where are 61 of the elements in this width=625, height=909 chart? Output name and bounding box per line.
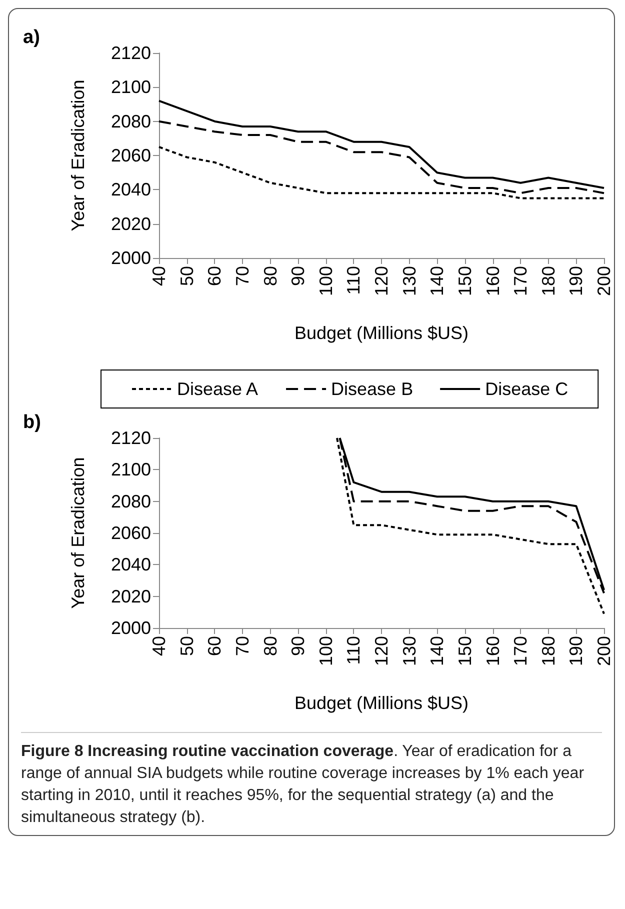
- legend-label: Disease C: [485, 379, 568, 399]
- x-tick-label: 120: [372, 636, 392, 666]
- x-tick-label: 190: [566, 636, 586, 666]
- y-tick-label: 2080: [110, 111, 151, 132]
- x-tick-label: 140: [427, 266, 448, 296]
- line-series: [158, 120, 605, 194]
- x-axis-title: Budget (Millions $US): [294, 693, 469, 713]
- x-tick-label: 80: [260, 266, 280, 286]
- x-tick-label: 150: [454, 266, 475, 296]
- x-tick-label: 200: [594, 266, 614, 296]
- legend-label: Disease A: [177, 379, 258, 399]
- x-tick-label: 40: [149, 636, 169, 656]
- y-tick-label: 2120: [110, 43, 151, 63]
- x-tick-label: 200: [594, 636, 614, 666]
- x-tick-label: 50: [176, 636, 197, 656]
- y-tick-label: 2100: [110, 460, 151, 480]
- line-series: [158, 100, 605, 189]
- y-axis-title: Year of Eradication: [68, 457, 88, 609]
- text: a): [23, 27, 40, 49]
- y-tick-label: 2060: [110, 146, 151, 166]
- y-tick-label: 2000: [110, 248, 151, 268]
- x-tick-label: 70: [232, 266, 252, 286]
- y-tick-label: 2120: [110, 428, 151, 448]
- x-tick-label: 90: [288, 636, 308, 656]
- y-axis-title: Year of Eradication: [68, 80, 88, 232]
- x-tick-label: 60: [204, 636, 225, 656]
- x-tick-label: 50: [176, 266, 197, 286]
- x-tick-label: 160: [482, 266, 503, 296]
- x-tick-label: 70: [232, 636, 252, 656]
- caption: Figure 8 Increasing routine vaccination coverage. Year of eradication for a range of annual SIA budgets while routine coverage increases by 1% each year starting in 2010, until it reaches 95%, for the sequential strategy (a) and the simultaneous strategy (b).: [21, 743, 584, 826]
- x-tick-label: 60: [204, 266, 225, 286]
- x-tick-label: 120: [372, 266, 392, 296]
- y-tick-label: 2100: [110, 77, 151, 98]
- text: b): [23, 412, 41, 434]
- x-tick-label: 100: [316, 266, 336, 296]
- x-tick-label: 160: [482, 636, 503, 666]
- y-tick-label: 2040: [110, 180, 151, 200]
- x-tick-label: 90: [288, 266, 308, 286]
- y-tick-label: 2060: [110, 523, 151, 543]
- x-tick-label: 140: [427, 636, 448, 666]
- x-tick-label: 180: [538, 266, 558, 296]
- x-tick-label: 180: [538, 636, 558, 666]
- x-tick-label: 110: [344, 266, 364, 295]
- y-tick-label: 2020: [110, 214, 151, 234]
- x-tick-label: 170: [510, 636, 531, 666]
- x-tick-label: 130: [399, 266, 420, 296]
- x-tick-label: 130: [399, 636, 420, 666]
- x-tick-label: 100: [316, 636, 336, 666]
- y-tick-label: 2000: [110, 618, 151, 638]
- x-tick-label: 150: [454, 636, 475, 666]
- line-series: [158, 146, 605, 200]
- x-tick-label: 80: [260, 636, 280, 656]
- x-tick-label: 190: [566, 266, 586, 296]
- y-tick-label: 2080: [110, 491, 151, 512]
- x-tick-label: 110: [344, 636, 364, 665]
- y-tick-label: 2040: [110, 554, 151, 575]
- y-tick-label: 2020: [110, 586, 151, 606]
- x-tick-label: 170: [510, 266, 531, 296]
- x-axis-title: Budget (Millions $US): [294, 323, 469, 343]
- x-tick-label: 40: [149, 266, 169, 286]
- legend-label: Disease B: [331, 379, 414, 399]
